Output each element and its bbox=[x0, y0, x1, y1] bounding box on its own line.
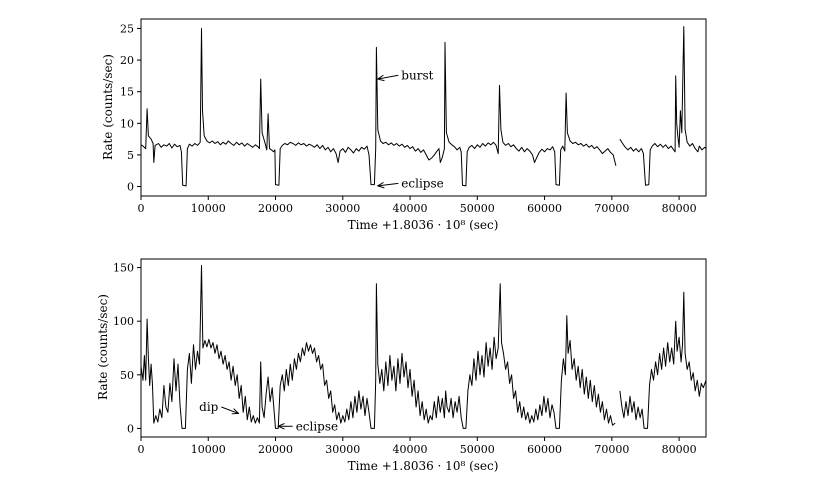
bottom-series-group bbox=[140, 264, 707, 429]
top-x-tick-label-8: 80000 bbox=[662, 202, 697, 215]
top-y-tick-label-5: 25 bbox=[120, 22, 134, 35]
top-annotation-eclipse-label: eclipse bbox=[401, 176, 443, 190]
bottom-annotation-dip-label: dip bbox=[199, 400, 219, 414]
bottom-annotation-eclipse-label: eclipse bbox=[296, 419, 338, 433]
bottom-x-tick-label-5: 50000 bbox=[460, 443, 495, 456]
top-x-tick-label-0: 0 bbox=[138, 202, 145, 215]
bottom-y-axis-label: Rate (counts/sec) bbox=[96, 294, 110, 400]
bottom-annotation-dip-arrow bbox=[221, 406, 238, 413]
top-x-axis: 0 10000 20000 30000 40000 50000 60000 70000 8000… bbox=[138, 196, 697, 215]
bottom-x-tick-label-4: 40000 bbox=[393, 443, 428, 456]
top-x-tick-label-5: 50000 bbox=[460, 202, 495, 215]
bottom-x-tick-label-2: 20000 bbox=[258, 443, 293, 456]
top-annotations: burst eclipse bbox=[378, 68, 444, 190]
top-y-tick-label-4: 20 bbox=[120, 54, 134, 67]
bottom-x-tick-label-7: 70000 bbox=[594, 443, 629, 456]
bottom-x-tick-label-8: 80000 bbox=[662, 443, 697, 456]
bottom-y-tick-label-1: 50 bbox=[120, 369, 134, 382]
top-x-tick-label-6: 60000 bbox=[527, 202, 562, 215]
top-y-tick-label-1: 5 bbox=[127, 149, 134, 162]
top-x-tick-label-3: 30000 bbox=[325, 202, 360, 215]
top-y-tick-label-3: 15 bbox=[120, 86, 134, 99]
top-x-tick-label-4: 40000 bbox=[393, 202, 428, 215]
top-y-tick-label-2: 10 bbox=[120, 117, 134, 130]
top-series-line-segment-0 bbox=[140, 28, 617, 187]
bottom-y-tick-label-2: 100 bbox=[113, 315, 134, 328]
bottom-series-line-segment-1 bbox=[619, 291, 707, 429]
top-annotation-eclipse-arrow bbox=[378, 183, 399, 186]
bottom-chart: 0 10000 20000 30000 40000 50000 60000 70000 8000… bbox=[96, 258, 707, 473]
top-series-line-segment-1 bbox=[619, 26, 707, 186]
top-x-tick-label-7: 70000 bbox=[594, 202, 629, 215]
top-series-group bbox=[140, 26, 707, 187]
bottom-y-tick-label-0: 0 bbox=[127, 422, 134, 435]
bottom-annotations: dip eclipse bbox=[199, 400, 338, 433]
bottom-series-line-segment-0 bbox=[140, 264, 616, 429]
top-y-axis: 0 5 10 15 20 25 bbox=[120, 22, 141, 194]
top-annotation-burst-label: burst bbox=[401, 68, 433, 82]
bottom-y-tick-label-3: 150 bbox=[113, 262, 134, 275]
top-x-tick-label-1: 10000 bbox=[191, 202, 226, 215]
top-annotation-burst-arrow bbox=[378, 75, 399, 79]
top-y-tick-label-0: 0 bbox=[127, 181, 134, 194]
bottom-y-axis: 0 50 100 150 bbox=[113, 262, 141, 435]
bottom-x-tick-label-3: 30000 bbox=[325, 443, 360, 456]
bottom-x-tick-label-1: 10000 bbox=[191, 443, 226, 456]
top-plot-frame bbox=[140, 18, 707, 197]
bottom-x-axis-label: Time +1.8036 · 10⁸ (sec) bbox=[348, 459, 499, 473]
bottom-x-tick-label-6: 60000 bbox=[527, 443, 562, 456]
top-chart: 0 10000 20000 30000 40000 50000 60000 70000 8000… bbox=[101, 18, 707, 232]
top-y-axis-label: Rate (counts/sec) bbox=[101, 54, 115, 160]
bottom-x-tick-label-0: 0 bbox=[138, 443, 145, 456]
top-x-axis-label: Time +1.8036 · 10⁸ (sec) bbox=[348, 218, 499, 232]
bottom-x-axis: 0 10000 20000 30000 40000 50000 60000 70000 8000… bbox=[138, 437, 697, 456]
top-x-tick-label-2: 20000 bbox=[258, 202, 293, 215]
bottom-plot-frame bbox=[140, 258, 707, 438]
